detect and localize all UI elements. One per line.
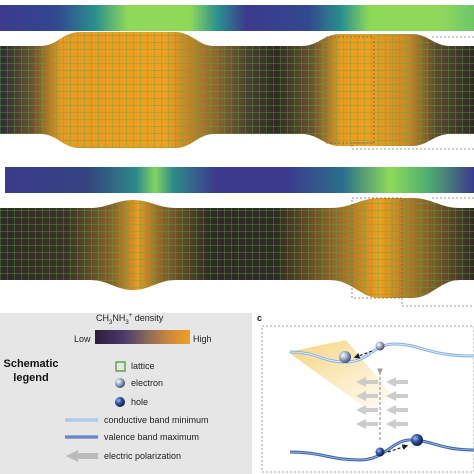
legend-item-polarization: electric polarization — [104, 451, 182, 461]
colorbar-high-label: High — [193, 334, 212, 344]
polarization-arrow-icon — [66, 450, 98, 462]
legend-item-cbm: conductive band minimum — [104, 415, 209, 425]
colorbar-title: CH3NH3+ density — [96, 313, 163, 326]
panel-b — [0, 167, 474, 307]
panel-a-zoom-box — [325, 36, 375, 144]
panel-c-hole — [411, 434, 423, 446]
electron-sphere-icon — [115, 378, 125, 388]
legend-graphics — [0, 313, 252, 474]
colorbar — [95, 330, 190, 344]
panel-c-electron-drift-arrow — [353, 350, 373, 359]
colorbar-title-prefix: CH — [96, 313, 109, 323]
panel-c-electron-upper — [375, 341, 385, 351]
hole-sphere-icon — [115, 397, 125, 407]
panel-a-zoom-guide — [351, 36, 474, 150]
colorbar-title-sub2: 3 — [125, 319, 129, 326]
colorbar-title-mid: NH — [112, 313, 126, 323]
panel-c — [261, 325, 474, 473]
panel-a-density-band — [0, 5, 474, 31]
panel-b-lattice-grid — [0, 198, 474, 298]
panel-b-density-band — [5, 167, 474, 193]
legend-item-vbm: valence band maximum — [104, 432, 200, 442]
panel-a — [0, 5, 474, 150]
colorbar-title-sup: + — [128, 313, 133, 319]
legend-title-line1: Schematic — [3, 358, 59, 370]
colorbar-low-label: Low — [74, 334, 91, 344]
legend-title-line2: legend — [13, 372, 49, 384]
legend-title: Schematic legend — [0, 357, 62, 385]
panel-b-zoom-guide — [401, 197, 474, 307]
panel-c-vbm-curve-highlight — [289, 439, 474, 461]
panel-a-lattice-grid — [0, 32, 474, 148]
panel-c-hole-drift-arrow — [387, 444, 409, 453]
panel-c-polarization-arrows — [356, 377, 408, 429]
panel-c-hole-lower — [375, 447, 385, 457]
colorbar-title-suffix: density — [132, 313, 164, 323]
panel-c-label: c — [257, 313, 263, 323]
legend-item-hole: hole — [131, 397, 149, 407]
lattice-square-icon — [115, 361, 126, 372]
panel-c-electron — [339, 351, 351, 363]
legend-item-electron: electron — [131, 378, 164, 388]
panel-b-zoom-box — [351, 197, 403, 299]
colorbar-title-sub1: 3 — [109, 319, 113, 326]
panel-c-cbm-curve-highlight — [289, 343, 474, 363]
legend-item-lattice: lattice — [131, 361, 155, 371]
